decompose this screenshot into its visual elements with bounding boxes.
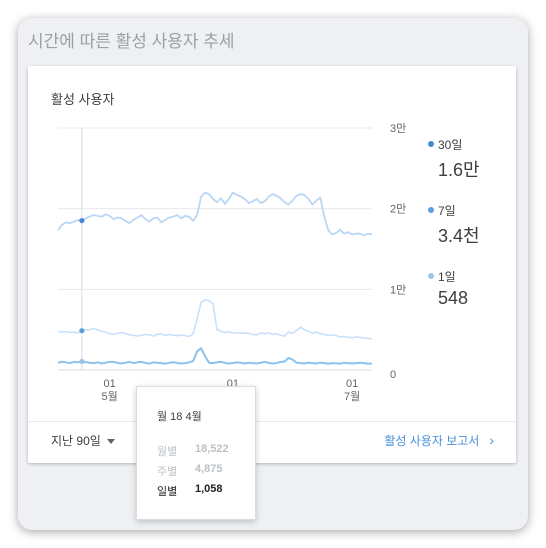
y-tick-label: 2만 <box>390 203 406 216</box>
active-users-report-link[interactable]: 활성 사용자 보고서 › <box>384 432 494 449</box>
legend-dot-7d <box>428 207 434 213</box>
x-tick-label: 01 <box>346 378 358 390</box>
x-tick-sublabel: 7월 <box>344 390 360 403</box>
tooltip-value-monthly: 18,522 <box>195 443 229 455</box>
legend-dot-1d <box>428 273 434 279</box>
tooltip-label-monthly: 월별 <box>157 446 178 458</box>
legend-value-7d: 3.4천 <box>438 226 480 246</box>
y-tick-label: 0 <box>390 369 396 381</box>
tooltip-date: 월 18 4월 <box>157 411 202 423</box>
hover-point-2 <box>79 358 85 365</box>
footer-divider <box>28 421 516 422</box>
legend-label-1d: 1일 <box>438 270 456 284</box>
section-title: 시간에 따른 활성 사용자 추세 <box>28 32 235 51</box>
chart-tooltip: 월 18 4월 월별 18,522 주별 4,875 일별 1,058 <box>136 386 256 520</box>
legend-label-30d: 30일 <box>438 138 463 152</box>
tooltip-label-weekly: 주별 <box>157 466 178 478</box>
chevron-right-icon: › <box>489 432 494 448</box>
card-title: 활성 사용자 <box>51 92 115 107</box>
x-tick-label: 01 <box>104 378 116 390</box>
legend-value-1d: 548 <box>438 288 469 308</box>
x-tick-sublabel: 5월 <box>102 390 118 403</box>
hover-point-1 <box>79 328 85 334</box>
period-dropdown[interactable]: 지난 90일 <box>51 432 115 452</box>
active-users-card: 활성 사용자 01만2만3만015월016월017월 30일 1.6만 7일 3… <box>28 66 516 463</box>
series-line-1 <box>57 299 373 340</box>
active-users-trend-panel: 시간에 따른 활성 사용자 추세 활성 사용자 01만2만3만015월016월0… <box>18 18 528 530</box>
legend-value-30d: 1.6만 <box>438 160 480 180</box>
series-line-2 <box>57 347 373 365</box>
period-dropdown-label: 지난 90일 <box>51 434 101 448</box>
y-tick-label: 3만 <box>390 122 406 135</box>
tooltip-value-weekly: 4,875 <box>195 463 223 475</box>
legend-label-7d: 7일 <box>438 204 456 218</box>
report-link-label: 활성 사용자 보고서 <box>384 434 480 448</box>
hover-point-0 <box>79 217 85 224</box>
legend-dot-30d <box>428 141 434 147</box>
tooltip-label-daily: 일별 <box>157 486 178 498</box>
series-line-0 <box>57 191 373 237</box>
caret-down-icon <box>106 439 115 445</box>
tooltip-value-daily: 1,058 <box>195 483 223 495</box>
y-tick-label: 1만 <box>390 283 406 296</box>
active-users-line-chart[interactable]: 01만2만3만015월016월017월 <box>28 66 516 421</box>
